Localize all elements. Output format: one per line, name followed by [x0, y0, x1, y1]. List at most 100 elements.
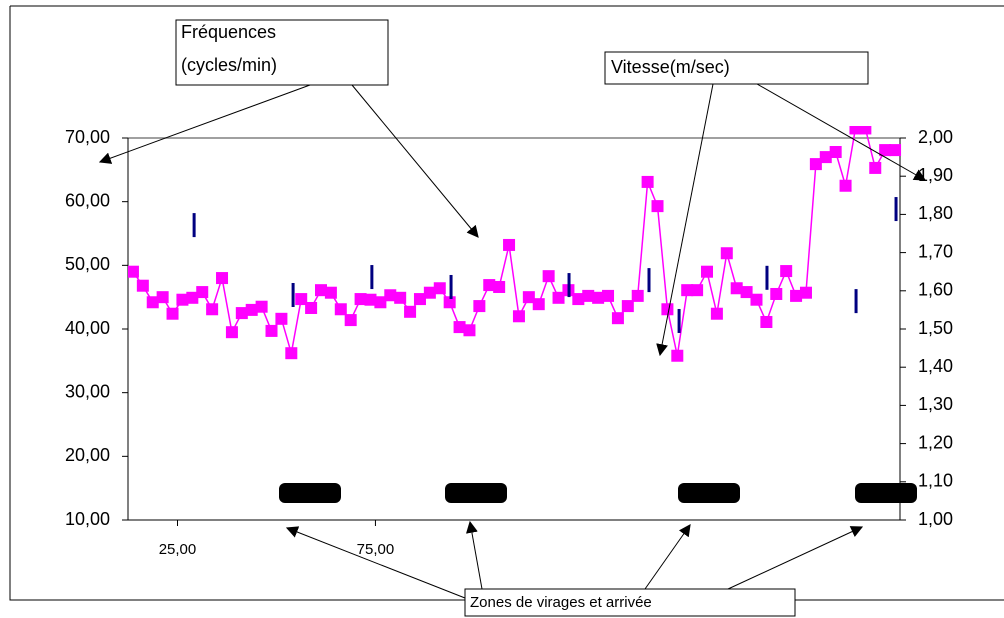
y2-tick-label: 1,40	[918, 356, 953, 376]
point	[592, 291, 605, 304]
point	[621, 300, 634, 313]
y2-tick-label: 1,80	[918, 203, 953, 223]
zone-marker	[678, 483, 740, 503]
point	[503, 238, 516, 251]
point	[404, 305, 417, 318]
y-tick-label: 50,00	[65, 254, 110, 274]
point	[186, 291, 199, 304]
point	[423, 286, 436, 299]
y-tick-label: 20,00	[65, 445, 110, 465]
point	[799, 286, 812, 299]
point	[384, 289, 397, 302]
point	[206, 303, 219, 316]
y2-tick-label: 1,00	[918, 509, 953, 529]
plot-area	[128, 126, 902, 362]
y-tick-label: 30,00	[65, 381, 110, 401]
point	[166, 307, 179, 320]
point	[295, 293, 308, 306]
point	[854, 289, 858, 314]
y2-tick-label: 1,20	[918, 432, 953, 452]
arrow	[756, 83, 927, 181]
point	[765, 265, 769, 290]
y2-tick-label: 1,30	[918, 394, 953, 414]
point	[819, 151, 832, 164]
point	[889, 144, 902, 157]
y2-tick-label: 2,00	[918, 127, 953, 147]
point	[136, 279, 149, 292]
point	[720, 247, 733, 260]
point	[453, 321, 466, 334]
y2-tick-label: 1,70	[918, 241, 953, 261]
point	[691, 284, 704, 297]
point	[364, 293, 377, 306]
y2-tick-label: 1,50	[918, 318, 953, 338]
point	[730, 282, 743, 295]
point	[265, 324, 278, 337]
point	[760, 315, 773, 328]
point	[532, 298, 545, 311]
point	[567, 273, 571, 298]
point	[235, 307, 248, 320]
point	[394, 291, 407, 304]
zone-marker	[855, 483, 917, 503]
point	[413, 293, 426, 306]
arrow	[98, 84, 311, 164]
x-tick-label: 25,00	[159, 541, 197, 558]
y-tick-label: 10,00	[65, 509, 110, 529]
point	[433, 282, 446, 295]
point	[216, 272, 229, 285]
point	[374, 296, 387, 309]
point	[611, 312, 624, 325]
point	[849, 126, 862, 135]
arrow	[465, 520, 483, 590]
y2-tick-label: 1,10	[918, 471, 953, 491]
point	[285, 347, 298, 360]
arrow	[351, 84, 479, 238]
point	[156, 291, 169, 304]
point	[701, 265, 713, 278]
point	[879, 144, 892, 157]
point	[740, 286, 753, 299]
arrow	[727, 526, 864, 590]
point	[522, 291, 535, 304]
arrow	[285, 526, 466, 599]
point	[370, 265, 374, 290]
point	[839, 179, 852, 192]
point	[146, 296, 159, 309]
point	[677, 308, 681, 333]
point	[354, 293, 367, 306]
point	[894, 197, 898, 222]
point	[582, 289, 595, 302]
y-tick-label: 40,00	[65, 318, 110, 338]
point	[245, 303, 258, 316]
annotation-box	[604, 51, 869, 85]
point	[552, 291, 565, 304]
point	[829, 146, 842, 159]
arrow	[656, 83, 714, 357]
annotation: (cycles/min)	[181, 55, 277, 75]
point	[770, 287, 783, 300]
point	[493, 280, 506, 293]
point	[651, 200, 664, 213]
point	[859, 126, 872, 135]
point	[512, 310, 525, 323]
y2-tick-label: 1,60	[918, 280, 953, 300]
point	[324, 286, 337, 299]
point	[196, 286, 209, 299]
annotation: Zones de virages et arrivée	[470, 594, 652, 611]
point	[483, 279, 496, 292]
point	[128, 265, 139, 278]
point	[641, 175, 654, 188]
point	[334, 303, 347, 316]
annotation: Vitesse(m/sec)	[611, 57, 730, 77]
point	[780, 265, 793, 278]
point	[681, 284, 694, 297]
point	[291, 283, 295, 308]
point	[750, 293, 763, 306]
point	[443, 296, 456, 309]
point	[344, 314, 357, 327]
point	[647, 268, 651, 293]
point	[225, 326, 238, 339]
point	[661, 303, 674, 316]
y-tick-label: 70,00	[65, 127, 110, 147]
